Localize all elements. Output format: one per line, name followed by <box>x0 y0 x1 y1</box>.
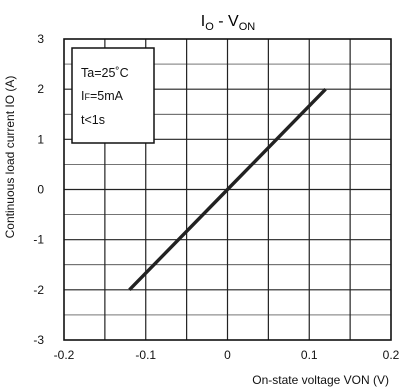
y-tick-label: 3 <box>37 32 44 46</box>
y-tick-label: -2 <box>33 283 44 297</box>
condition-forward-current: IF=5mA <box>81 89 124 103</box>
series-group <box>128 87 327 292</box>
x-tick-labels: -0.2 -0.1 0 0.1 0.2 <box>54 348 400 362</box>
y-tick-label: 1 <box>37 132 44 146</box>
y-tick-label: -3 <box>33 333 44 347</box>
x-tick-label: 0 <box>224 348 231 362</box>
y-axis-label: Continuous load current IO (A) <box>3 76 17 239</box>
plot-frame <box>63 38 392 341</box>
y-tick-label: 2 <box>37 82 44 96</box>
x-tick-label: 0.1 <box>301 348 318 362</box>
chart-title: IO - VON <box>201 13 255 33</box>
x-tick-label: -0.1 <box>135 348 156 362</box>
condition-time: t<1s <box>81 113 105 127</box>
y-tick-label: -1 <box>33 233 44 247</box>
y-tick-labels: 3 2 1 0 -1 -2 -3 <box>33 32 44 347</box>
condition-temperature: Ta=25˚C <box>81 66 129 80</box>
conditions-box-frame <box>71 47 155 144</box>
conditions-box: Ta=25˚C IF=5mA t<1s <box>71 47 155 144</box>
x-tick-label: -0.2 <box>54 348 75 362</box>
series-line <box>128 87 327 292</box>
x-tick-label: 0.2 <box>383 348 400 362</box>
x-axis-label: On-state voltage VON (V) <box>252 373 389 387</box>
y-tick-label: 0 <box>37 183 44 197</box>
